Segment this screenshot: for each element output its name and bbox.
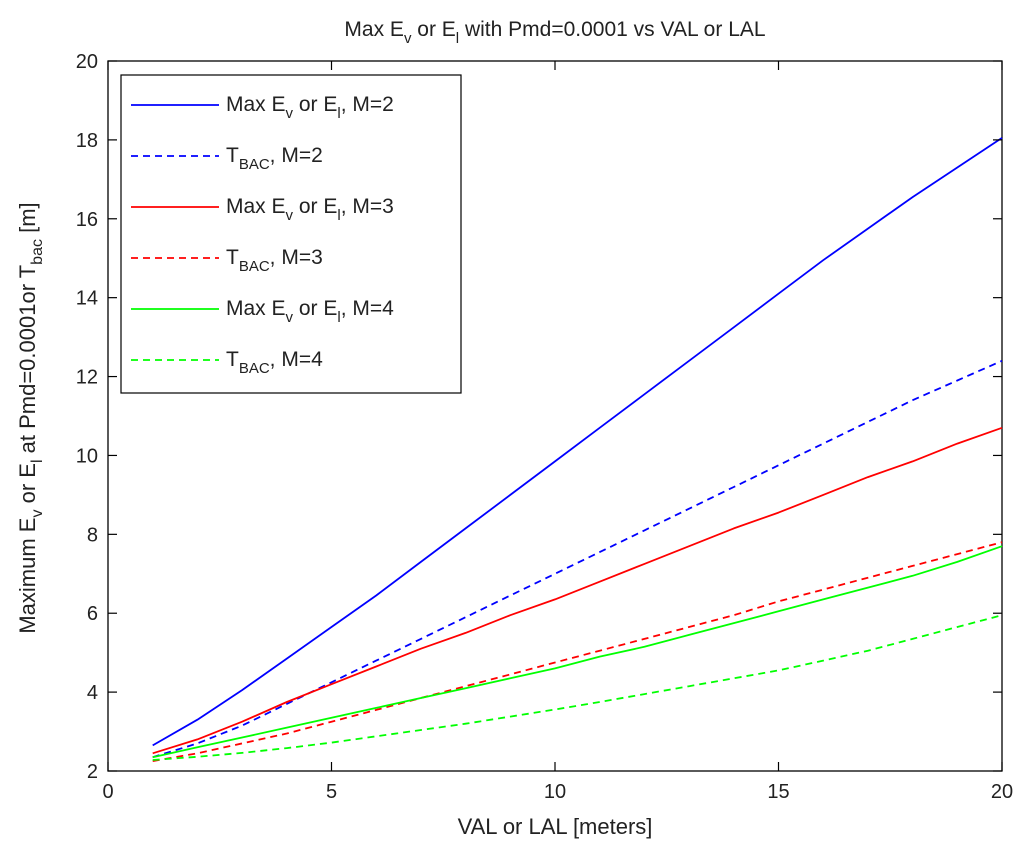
y-tick-label: 18 xyxy=(76,130,98,152)
label-segment: T xyxy=(226,144,239,167)
label-subscript: l xyxy=(337,309,340,326)
label-segment: VAL or LAL [meters] xyxy=(458,814,653,839)
legend-label-1: Max Ev or El, M=2 xyxy=(226,93,394,122)
y-tick-label: 16 xyxy=(76,209,98,231)
x-axis-title: VAL or LAL [meters] xyxy=(458,814,653,839)
y-tick-label: 8 xyxy=(87,524,98,546)
label-segment: , M=3 xyxy=(341,195,394,218)
series-line-3 xyxy=(152,426,1003,755)
y-tick-label: 2 xyxy=(87,761,98,783)
label-segment: T xyxy=(226,348,239,371)
label-segment: or E xyxy=(293,297,337,320)
y-tick-label: 12 xyxy=(76,367,98,389)
legend-box xyxy=(120,74,462,394)
label-subscript: v xyxy=(286,309,294,326)
label-subscript: v xyxy=(286,105,294,122)
label-segment: at Pmd=0.0001or T xyxy=(15,265,40,460)
y-tick-label: 14 xyxy=(76,288,98,310)
y-tick-label: 10 xyxy=(76,445,98,467)
label-segment: with Pmd=0.0001 vs VAL or LAL xyxy=(459,18,765,41)
label-segment: or E xyxy=(411,18,455,41)
label-segment: , M=4 xyxy=(270,348,323,371)
x-tick-label: 10 xyxy=(544,781,566,803)
y-tick-label: 20 xyxy=(76,51,98,73)
legend-label-2: TBAC, M=2 xyxy=(226,144,323,173)
y-tick-label: 4 xyxy=(87,682,98,704)
x-tick-label: 0 xyxy=(102,781,113,803)
legend-label-3: Max Ev or El, M=3 xyxy=(226,195,394,224)
label-subscript: bac xyxy=(29,239,46,265)
label-segment: Max E xyxy=(226,195,286,218)
legend-label-4: TBAC, M=3 xyxy=(226,246,323,275)
label-segment: , M=2 xyxy=(270,144,323,167)
x-tick-label: 5 xyxy=(326,781,337,803)
label-subscript: l xyxy=(337,105,340,122)
label-segment: T xyxy=(226,246,239,269)
y-tick-label: 6 xyxy=(87,603,98,625)
label-segment: , M=3 xyxy=(270,246,323,269)
label-segment: or E xyxy=(293,93,337,116)
x-tick-label: 15 xyxy=(767,781,789,803)
label-subscript: v xyxy=(404,30,412,47)
label-segment: or E xyxy=(15,463,40,509)
y-axis-ticks: 2 4 6 8 10 12 14 16 18 20 xyxy=(76,51,1002,783)
series-line-5 xyxy=(152,545,1003,759)
y-axis-title: Maximum Ev or El at Pmd=0.0001or Tbac [m… xyxy=(15,202,46,633)
legend-label-5: Max Ev or El, M=4 xyxy=(226,297,394,326)
label-subscript: v xyxy=(286,207,294,224)
legend-label-6: TBAC, M=4 xyxy=(226,348,323,377)
label-segment: Maximum E xyxy=(15,518,40,634)
label-segment: , M=2 xyxy=(341,93,394,116)
series-line-4 xyxy=(152,541,1003,762)
chart-title: Max Ev or El with Pmd=0.0001 vs VAL or L… xyxy=(344,18,765,47)
series-layer xyxy=(152,137,1003,762)
label-segment: Max E xyxy=(226,297,286,320)
label-subscript: l xyxy=(29,459,46,463)
series-line-1 xyxy=(152,137,1003,747)
label-segment: Max E xyxy=(226,93,286,116)
label-subscript: BAC xyxy=(239,156,270,173)
label-subscript: l xyxy=(337,207,340,224)
label-subscript: l xyxy=(456,30,459,47)
label-segment: or E xyxy=(293,195,337,218)
label-subscript: BAC xyxy=(239,360,270,377)
label-segment: [m] xyxy=(15,202,40,239)
label-segment: Max E xyxy=(344,18,404,41)
series-line-2 xyxy=(152,359,1003,759)
label-segment: , M=4 xyxy=(341,297,394,320)
label-subscript: BAC xyxy=(239,258,270,275)
x-tick-label: 20 xyxy=(991,781,1013,803)
x-axis-ticks: 0 5 10 15 20 xyxy=(102,61,1013,803)
label-subscript: v xyxy=(29,510,46,518)
